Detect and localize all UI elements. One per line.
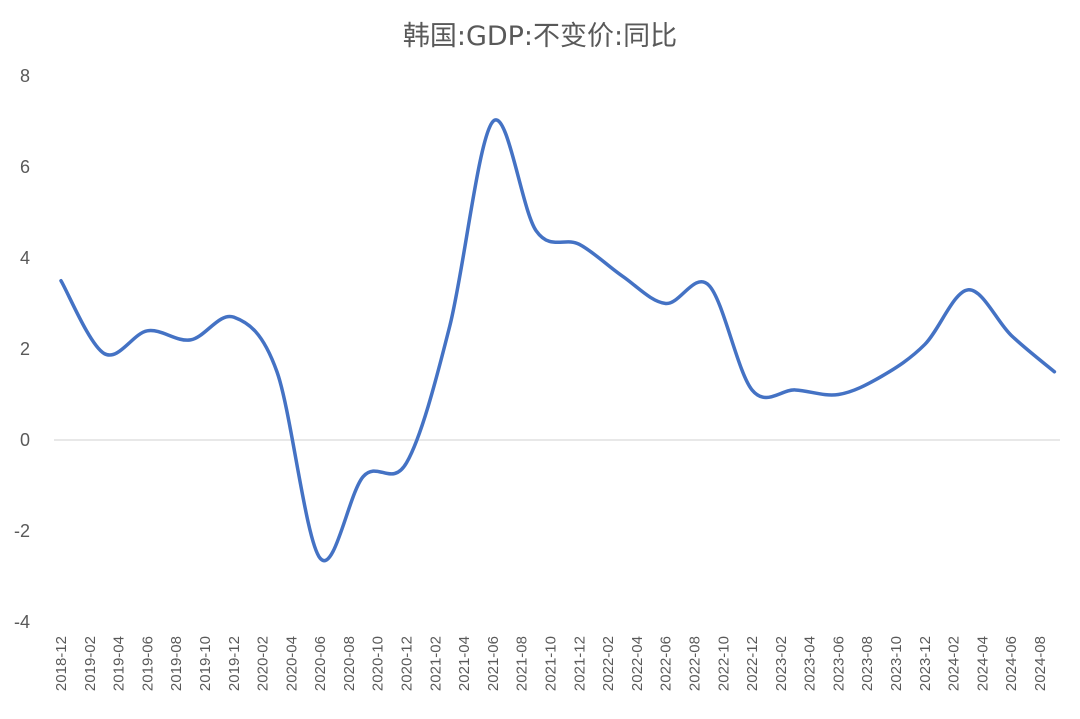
x-tick-label: 2021-12 <box>571 636 588 691</box>
x-tick-label: 2020-02 <box>255 636 272 691</box>
x-tick-label: 2021-10 <box>543 636 560 691</box>
x-tick-label: 2018-12 <box>53 636 70 691</box>
x-tick-label: 2019-06 <box>139 636 156 691</box>
x-tick-label: 2023-12 <box>917 636 934 691</box>
x-tick-label: 2021-04 <box>456 636 473 691</box>
x-tick-label: 2022-02 <box>600 636 617 691</box>
x-tick-label: 2022-12 <box>744 636 761 691</box>
x-axis-ticks: 2018-12 2019-02 2019-04 2019-06 2019-08 2019-… <box>53 636 1049 691</box>
x-tick-label: 2019-10 <box>197 636 214 691</box>
x-tick-label: 2020-08 <box>341 636 358 691</box>
x-tick-label: 2019-08 <box>168 636 185 691</box>
x-tick-label: 2019-04 <box>111 636 128 691</box>
x-tick-label: 2022-08 <box>686 636 703 691</box>
y-tick-label: 2 <box>20 339 30 359</box>
y-tick-label: -2 <box>14 521 30 541</box>
chart-title: 韩国:GDP:不变价:同比 <box>402 21 678 52</box>
x-tick-label: 2022-10 <box>715 636 732 691</box>
x-tick-label: 2024-08 <box>1032 636 1049 691</box>
y-tick-label: 4 <box>20 248 30 268</box>
x-tick-label: 2021-06 <box>485 636 502 691</box>
x-tick-label: 2019-12 <box>226 636 243 691</box>
x-tick-label: 2022-06 <box>658 636 675 691</box>
x-tick-label: 2023-04 <box>802 636 819 691</box>
x-tick-label: 2020-12 <box>399 636 416 691</box>
x-tick-label: 2023-10 <box>888 636 905 691</box>
x-tick-label: 2020-10 <box>370 636 387 691</box>
y-tick-label: 6 <box>20 157 30 177</box>
x-tick-label: 2023-08 <box>859 636 876 691</box>
x-tick-label: 2024-02 <box>946 636 963 691</box>
series-points <box>59 120 1056 561</box>
x-tick-label: 2021-02 <box>427 636 444 691</box>
y-tick-label: -4 <box>14 612 30 632</box>
y-tick-label: 8 <box>20 66 30 86</box>
x-tick-label: 2020-06 <box>312 636 329 691</box>
y-tick-label: 0 <box>20 430 30 450</box>
y-axis-ticks: 8 6 4 2 0 -2 -4 <box>14 66 30 632</box>
x-tick-label: 2023-02 <box>773 636 790 691</box>
x-tick-label: 2023-06 <box>830 636 847 691</box>
x-tick-label: 2020-04 <box>283 636 300 691</box>
series-line <box>59 118 1057 563</box>
x-tick-label: 2024-04 <box>974 636 991 691</box>
x-tick-label: 2022-04 <box>629 636 646 691</box>
x-tick-label: 2019-02 <box>82 636 99 691</box>
x-tick-label: 2024-06 <box>1003 636 1020 691</box>
x-tick-label: 2021-08 <box>514 636 531 691</box>
